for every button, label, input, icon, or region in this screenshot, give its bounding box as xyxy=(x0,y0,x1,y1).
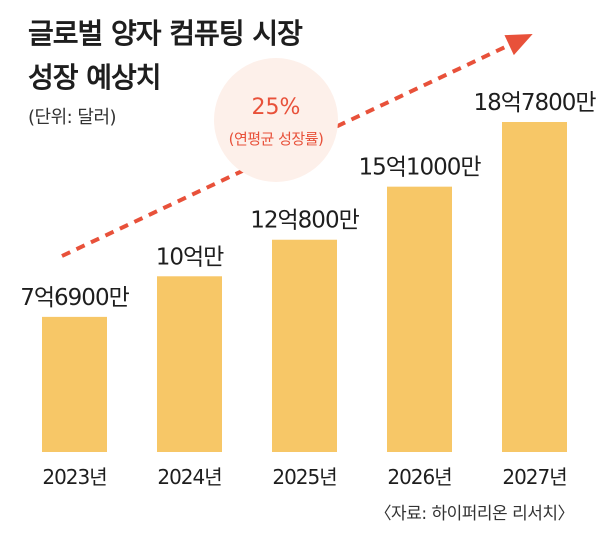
source-note: 〈자료: 하이퍼리온 리서치〉 xyxy=(374,504,575,524)
bar xyxy=(272,239,337,452)
bar xyxy=(157,276,222,452)
bar-value-label: 10억만 xyxy=(156,244,224,270)
growth-trend-arrow xyxy=(61,38,521,258)
bar xyxy=(387,186,452,452)
bar-value-label: 15억1000만 xyxy=(358,155,481,181)
x-tick-label: 2023년 xyxy=(42,465,106,489)
growth-rate-callout xyxy=(214,58,338,182)
bar-value-label: 7억6900만 xyxy=(20,285,129,311)
unit-label: (단위: 달러) xyxy=(28,107,117,128)
chart-title-line-2: 성장 예상치 xyxy=(28,61,162,94)
arrowhead-icon xyxy=(504,34,533,56)
x-tick-label: 2027년 xyxy=(502,465,566,489)
callout-value: 25% xyxy=(252,95,301,120)
x-tick-label: 2024년 xyxy=(157,465,221,489)
bar xyxy=(42,316,107,452)
chart-title-line-1: 글로벌 양자 컴퓨팅 시장 xyxy=(28,17,303,50)
bar-value-label: 18억7800만 xyxy=(473,90,596,116)
bar xyxy=(502,122,567,452)
bar-value-label: 12억800만 xyxy=(250,208,359,234)
callout-label: (연평균 성장률) xyxy=(229,130,324,148)
x-tick-label: 2026년 xyxy=(387,465,451,489)
x-tick-label: 2025년 xyxy=(272,465,336,489)
